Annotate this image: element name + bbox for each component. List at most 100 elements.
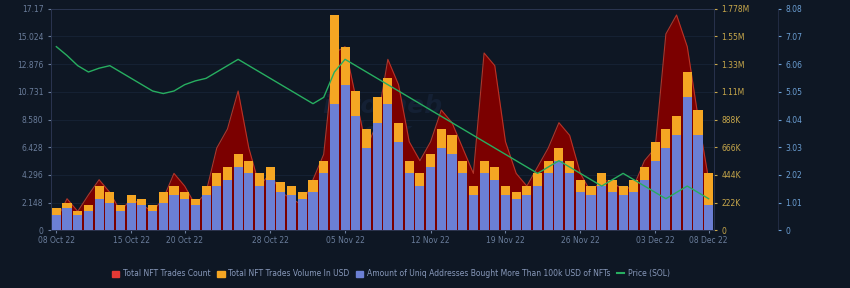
Bar [362,148,371,230]
Bar [94,186,104,230]
Bar [180,199,190,230]
Bar [190,199,200,230]
Bar [84,205,93,230]
Bar [105,192,115,230]
Bar [73,215,82,230]
Bar [704,205,713,230]
Bar [169,195,178,230]
Bar [309,192,318,230]
Bar [575,192,585,230]
Bar [169,186,178,230]
Bar [650,142,660,230]
Bar [319,173,328,230]
Bar [416,173,424,230]
Bar [522,186,531,230]
Bar [341,85,349,230]
Bar [469,195,478,230]
Bar [383,104,393,230]
Bar [490,180,499,230]
Bar [223,180,232,230]
Bar [394,142,403,230]
Bar [619,186,627,230]
Bar [298,192,307,230]
Bar [598,173,606,230]
Bar [469,186,478,230]
Bar [565,173,575,230]
Bar [52,208,61,230]
Bar [276,192,286,230]
Bar [116,211,125,230]
Bar [372,123,382,230]
Bar [266,180,275,230]
Bar [383,78,393,230]
Bar [501,195,510,230]
Bar [672,135,681,230]
Bar [704,173,713,230]
Bar [544,161,552,230]
Bar [447,135,456,230]
Bar [105,202,115,230]
Bar [63,202,71,230]
Bar [501,186,510,230]
Bar [244,161,253,230]
Bar [512,192,521,230]
Text: intotheb
lock: intotheb lock [322,94,443,145]
Bar [138,199,146,230]
Bar [586,186,596,230]
Bar [94,199,104,230]
Bar [447,154,456,230]
Bar [341,47,349,230]
Bar [640,167,649,230]
Bar [522,195,531,230]
Bar [394,123,403,230]
Bar [287,186,296,230]
Bar [533,186,542,230]
Bar [608,180,617,230]
Bar [201,195,211,230]
Bar [672,116,681,230]
Bar [544,173,552,230]
Bar [650,161,660,230]
Bar [127,195,136,230]
Bar [694,110,702,230]
Bar [405,161,414,230]
Bar [148,211,157,230]
Bar [437,148,446,230]
Bar [255,173,264,230]
Bar [319,161,328,230]
Bar [138,205,146,230]
Bar [212,173,221,230]
Bar [575,180,585,230]
Bar [661,129,671,230]
Bar [661,148,671,230]
Bar [234,167,243,230]
Bar [159,202,167,230]
Bar [362,129,371,230]
Bar [255,186,264,230]
Bar [426,154,435,230]
Bar [159,192,167,230]
Bar [148,205,157,230]
Bar [309,180,318,230]
Bar [372,97,382,230]
Bar [351,91,360,230]
Bar [351,116,360,230]
Bar [330,104,339,230]
Bar [426,167,435,230]
Bar [416,186,424,230]
Bar [330,15,339,230]
Bar [458,173,468,230]
Bar [84,211,93,230]
Bar [458,161,468,230]
Bar [212,186,221,230]
Bar [694,135,702,230]
Bar [533,173,542,230]
Bar [490,167,499,230]
Bar [619,195,627,230]
Bar [479,161,489,230]
Bar [276,182,286,230]
Bar [554,161,564,230]
Bar [629,180,638,230]
Bar [52,215,61,230]
Bar [608,192,617,230]
